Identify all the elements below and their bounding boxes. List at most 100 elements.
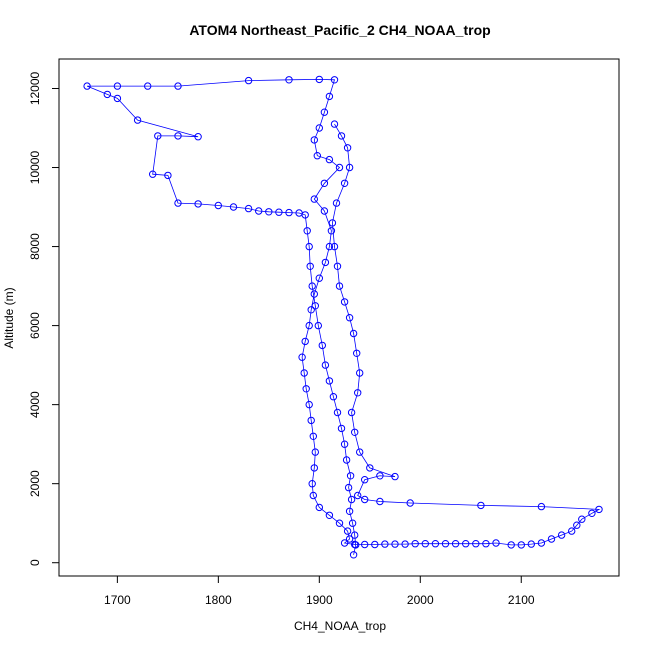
data-point <box>310 290 318 298</box>
data-point <box>305 321 313 330</box>
y-tick-label: 6000 <box>28 312 42 339</box>
data-point <box>314 321 322 330</box>
series-line <box>86 78 601 555</box>
data-point <box>376 497 384 506</box>
data-point <box>321 258 330 267</box>
data-point <box>345 163 354 172</box>
data-point <box>144 82 152 90</box>
data-point <box>310 464 318 472</box>
data-point <box>346 472 355 480</box>
data-point <box>174 199 182 207</box>
data-point <box>411 540 419 548</box>
data-point <box>307 416 315 425</box>
data-point <box>557 531 566 539</box>
data-point <box>113 82 122 90</box>
data-point <box>315 274 323 282</box>
y-tick-label: 0 <box>28 559 42 566</box>
data-point <box>349 329 358 338</box>
data-point <box>275 208 283 216</box>
y-axis: 0 2000 4000 6000 8000 10000 12000 <box>28 71 60 566</box>
data-point <box>103 90 112 99</box>
data-point <box>517 541 525 549</box>
data-point <box>342 456 351 464</box>
x-tick-label: 1800 <box>205 593 232 607</box>
y-tick-label: 12000 <box>28 71 42 105</box>
data-point <box>310 136 318 144</box>
data-point <box>421 540 429 548</box>
data-point <box>320 108 329 116</box>
y-tick-label: 8000 <box>28 233 42 260</box>
data-point <box>337 132 346 140</box>
data-point <box>353 349 361 357</box>
data-point <box>578 515 586 523</box>
data-point <box>305 242 313 251</box>
data-point <box>255 207 263 215</box>
data-point <box>133 116 142 124</box>
data-point <box>507 541 515 549</box>
data-point <box>361 540 369 549</box>
data-point <box>311 448 319 456</box>
data-point <box>537 539 546 547</box>
data-point <box>302 385 310 393</box>
data-point <box>361 476 369 484</box>
y-tick-label: 10000 <box>28 151 42 185</box>
x-axis-label: CH4_NOAA_trop <box>294 619 386 633</box>
data-point <box>351 540 359 549</box>
x-tick-label: 1900 <box>306 593 333 607</box>
data-point <box>347 495 356 504</box>
data-point <box>320 207 329 215</box>
data-point <box>330 120 339 128</box>
data-series <box>83 75 603 559</box>
data-point <box>340 298 349 306</box>
data-point <box>285 76 293 84</box>
data-point <box>295 209 303 217</box>
data-point <box>335 519 344 527</box>
data-point <box>320 179 329 188</box>
data-point <box>343 527 352 535</box>
data-point <box>366 464 374 472</box>
data-point <box>361 495 369 504</box>
data-point <box>588 509 596 517</box>
data-point <box>318 341 326 350</box>
data-point <box>482 540 490 548</box>
data-point <box>327 227 336 235</box>
data-point <box>351 531 359 539</box>
chart-title: ATOM4 Northeast_Pacific_2 CH4_NOAA_trop <box>189 22 490 38</box>
data-point <box>194 133 202 141</box>
data-point <box>343 144 352 152</box>
data-point <box>333 408 342 417</box>
data-point <box>472 540 480 548</box>
data-point <box>431 540 440 548</box>
data-point <box>174 132 182 140</box>
y-tick-label: 4000 <box>28 391 42 418</box>
data-point <box>344 483 353 492</box>
data-point <box>345 535 354 543</box>
data-point <box>329 393 338 401</box>
data-point <box>309 491 317 500</box>
data-point <box>347 408 356 417</box>
data-point <box>285 208 293 217</box>
data-point <box>381 540 389 548</box>
x-axis: 1700 1800 1900 2000 2100 <box>104 575 535 607</box>
data-point <box>351 428 359 436</box>
data-point <box>371 540 379 549</box>
data-point <box>492 539 500 547</box>
data-point <box>335 282 344 290</box>
data-point <box>376 472 384 480</box>
data-point <box>328 219 337 227</box>
data-point <box>345 507 354 515</box>
data-point <box>307 306 315 314</box>
data-point <box>340 539 349 547</box>
data-point <box>337 424 346 433</box>
data-point <box>303 227 311 235</box>
data-point <box>305 400 313 409</box>
data-point <box>406 499 414 507</box>
data-point <box>214 201 223 210</box>
data-point <box>354 491 362 500</box>
data-point <box>313 152 321 160</box>
data-point <box>309 432 317 440</box>
data-point <box>547 535 556 543</box>
data-point <box>391 472 399 481</box>
data-point <box>315 124 323 132</box>
